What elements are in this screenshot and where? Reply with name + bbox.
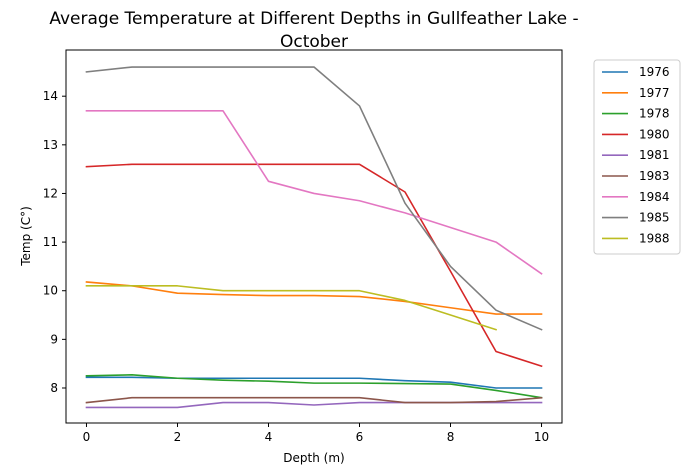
- legend-label-1981: 1981: [639, 148, 670, 162]
- plot-frame: [65, 49, 563, 424]
- x-tick-label: 10: [534, 430, 549, 444]
- legend-label-1988: 1988: [639, 231, 670, 245]
- legend-label-1983: 1983: [639, 169, 670, 183]
- series-line-1984: [85, 109, 543, 275]
- x-axis: 0 2 4 6 8 10: [83, 423, 549, 444]
- y-axis: 8 9 10 11 12 13 14: [43, 89, 66, 395]
- y-tick-label: 11: [43, 235, 58, 249]
- series-layer: [85, 66, 543, 409]
- chart-title-line-2: October: [280, 32, 348, 52]
- y-tick-label: 13: [43, 138, 58, 152]
- y-tick-label: 10: [43, 284, 58, 298]
- x-tick-label: 2: [174, 430, 182, 444]
- series-line-1985: [85, 66, 543, 331]
- x-tick-label: 6: [356, 430, 364, 444]
- series-line-1981: [85, 401, 543, 409]
- legend-label-1976: 1976: [639, 65, 670, 79]
- chart-title-line-1: Average Temperature at Different Depths …: [49, 9, 578, 29]
- legend: 1976 1977 1978 1980 1981 1983 1984 1985 1988: [593, 59, 681, 255]
- legend-label-1980: 1980: [639, 127, 670, 141]
- y-tick-label: 14: [43, 89, 58, 103]
- y-tick-label: 9: [50, 332, 58, 346]
- legend-label-1984: 1984: [639, 190, 670, 204]
- series-line-1977: [85, 281, 543, 315]
- series-line-1976: [85, 376, 543, 389]
- x-axis-label: Depth (m): [283, 451, 344, 465]
- series-line-1978: [85, 374, 543, 399]
- legend-label-1978: 1978: [639, 107, 670, 121]
- legend-label-1977: 1977: [639, 86, 670, 100]
- series-line-1988: [85, 285, 498, 331]
- legend-frame: [593, 59, 681, 255]
- x-tick-label: 0: [83, 430, 91, 444]
- series-line-1980: [85, 163, 543, 368]
- x-tick-label: 4: [265, 430, 273, 444]
- y-tick-label: 8: [50, 381, 58, 395]
- legend-label-1985: 1985: [639, 211, 670, 225]
- x-tick-label: 8: [447, 430, 455, 444]
- series-line-1983: [85, 396, 543, 404]
- y-axis-label: Temp (C°): [19, 206, 33, 267]
- y-tick-label: 12: [43, 186, 58, 200]
